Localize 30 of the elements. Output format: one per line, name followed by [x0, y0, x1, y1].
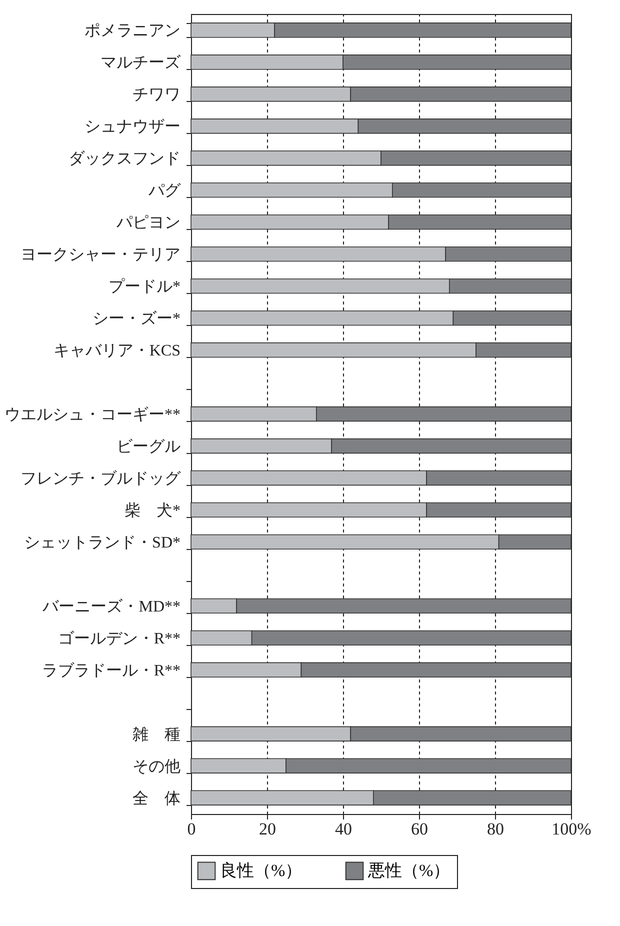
y-tick-label: マルチーズ: [100, 54, 182, 72]
x-tick-label: 60: [411, 820, 428, 838]
y-tick-label: チワワ: [132, 86, 180, 104]
y-tick-label: ウエルシュ・コーギー**: [4, 406, 180, 424]
x-tick-label: 0: [187, 820, 196, 838]
x-tick-label: 20: [259, 820, 276, 838]
y-tick-label: フレンチ・ブルドッグ: [20, 469, 182, 488]
y-tick-label: ラブラドール・R**: [42, 661, 180, 680]
y-tick-label: ヨークシャー・テリア: [20, 246, 180, 264]
y-tick-label: 全 体: [132, 790, 180, 808]
x-tick-label: 40: [335, 820, 352, 838]
y-tick-label: バーニーズ・MD**: [42, 598, 180, 616]
legend-label: 悪性（%）: [367, 860, 450, 880]
y-tick-label: プードル*: [108, 278, 180, 296]
y-tick-label: ポメラニアン: [84, 22, 180, 40]
x-tick-label: 100%: [552, 820, 592, 838]
y-tick-label: シー・ズー*: [92, 310, 180, 328]
y-tick-label: ダックスフンド: [68, 150, 180, 168]
legend-label: 良性（%）: [220, 860, 302, 880]
y-tick-label: 雑 種: [132, 726, 180, 744]
y-tick-label: ビーグル: [116, 438, 180, 456]
y-tick-label: その他: [132, 758, 180, 776]
y-tick-label: 柴 犬*: [124, 501, 180, 520]
x-tick-label: 80: [487, 820, 504, 838]
y-tick-label: パピヨン: [116, 214, 180, 232]
y-tick-label: パグ: [148, 182, 182, 200]
y-tick-label: キャバリア・KCS: [53, 342, 180, 360]
y-tick-label: シェットランド・SD*: [24, 534, 180, 552]
y-tick-label: ゴールデン・R**: [58, 630, 180, 648]
y-tick-label: シュナウザー: [84, 118, 180, 136]
